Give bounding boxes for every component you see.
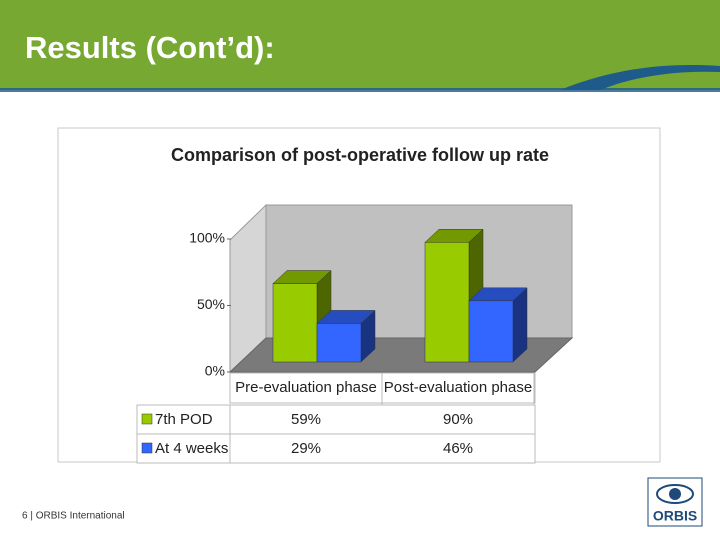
logo-eye — [656, 484, 694, 504]
value-label: 90% — [443, 411, 473, 428]
logo-pupil — [669, 488, 681, 500]
x-tick-label: Post-evaluation phase — [384, 379, 532, 396]
chart-title: Comparison of post-operative follow up r… — [171, 145, 549, 165]
y-tick-label: 0% — [205, 363, 225, 379]
table-row — [136, 433, 536, 464]
bar — [316, 323, 362, 363]
table-row — [136, 404, 536, 435]
header-swoosh — [560, 65, 720, 90]
data-table: Pre-evaluation phase Post-evaluation phas… — [136, 372, 536, 464]
legend-label: 7th POD — [155, 411, 213, 428]
value-label: 29% — [291, 440, 321, 457]
slide-title: Results (Cont’d): — [25, 30, 275, 65]
header-rule — [0, 88, 720, 92]
header-bar — [0, 0, 720, 90]
value-label: 59% — [291, 411, 321, 428]
bar — [272, 283, 318, 363]
bar — [424, 242, 470, 363]
value-label: 46% — [443, 440, 473, 457]
bar — [468, 300, 514, 363]
y-tick-label: 100% — [189, 230, 225, 246]
footer: 6 | ORBIS International — [22, 511, 125, 522]
y-tick-label: 50% — [197, 296, 225, 312]
logo-text: ORBIS — [653, 508, 697, 524]
legend-swatch — [141, 413, 153, 425]
plot: 0% 50% 100% — [189, 228, 528, 379]
x-tick-label: Pre-evaluation phase — [235, 379, 377, 396]
legend-label: At 4 weeks — [155, 440, 228, 457]
legend-swatch — [141, 442, 153, 454]
